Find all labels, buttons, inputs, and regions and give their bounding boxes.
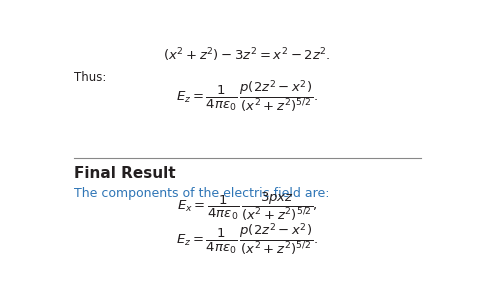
Text: $E_x = \dfrac{1}{4\pi\varepsilon_0}\,\dfrac{3pxz}{(x^2+z^2)^{5/2}},$: $E_x = \dfrac{1}{4\pi\varepsilon_0}\,\df… <box>177 191 317 223</box>
Text: $E_z = \dfrac{1}{4\pi\varepsilon_0}\,\dfrac{p(2z^2-x^2)}{(x^2+z^2)^{5/2}}.$: $E_z = \dfrac{1}{4\pi\varepsilon_0}\,\df… <box>176 78 318 114</box>
Text: $E_z = \dfrac{1}{4\pi\varepsilon_0}\,\dfrac{p(2z^2-x^2)}{(x^2+z^2)^{5/2}}.$: $E_z = \dfrac{1}{4\pi\varepsilon_0}\,\df… <box>176 221 318 257</box>
Text: Thus:: Thus: <box>74 71 107 84</box>
Text: Final Result: Final Result <box>74 166 176 181</box>
Text: $(x^2+z^2)-3z^2=x^2-2z^2.$: $(x^2+z^2)-3z^2=x^2-2z^2.$ <box>163 46 331 64</box>
Text: The components of the electric field are:: The components of the electric field are… <box>74 187 330 200</box>
